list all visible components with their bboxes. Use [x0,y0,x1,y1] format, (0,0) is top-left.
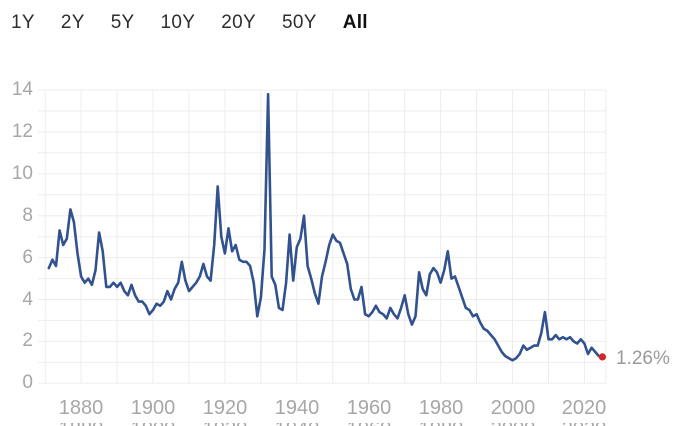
cutoff-tick-label: 2000 [477,423,549,426]
y-tick-label: 0 [22,372,33,393]
latest-point-dot [598,353,607,361]
cutoff-tick-label: 1940 [261,423,333,426]
cutoff-tick-label: 1900 [117,423,189,426]
tab-all[interactable]: All [342,12,368,33]
cutoff-tick-label: 1980 [405,423,477,426]
x-tick-label: 1940 [274,397,320,419]
tab-20y[interactable]: 20Y [221,12,256,33]
y-tick-label: 4 [22,289,33,310]
cutoff-tick-label: 1920 [189,423,261,426]
tab-1y[interactable]: 1Y [11,12,35,33]
latest-value-label: 1.26% [616,348,670,369]
grid-lines [38,89,607,384]
series-line [47,92,604,362]
range-tabs: 1Y 2Y 5Y 10Y 20Y 50Y All [11,12,368,34]
tab-5y[interactable]: 5Y [110,12,135,33]
y-tick-label: 6 [22,247,33,268]
cutoff-tick-label: 1960 [333,423,405,426]
cutoff-tick-label: 1880 [45,423,117,426]
tab-50y[interactable]: 50Y [281,12,317,33]
x-tick-label: 1980 [418,397,464,419]
cutoff-tick-label: 2020 [548,423,620,426]
y-tick-label: 2 [22,330,33,351]
x-tick-label: 1880 [58,397,104,419]
tab-2y[interactable]: 2Y [60,12,85,33]
y-tick-label: 14 [11,79,33,100]
x-tick-label: 1900 [130,397,176,419]
tab-10y[interactable]: 10Y [160,12,196,33]
y-tick-label: 10 [11,163,33,184]
x-tick-label: 1920 [202,397,248,419]
x-tick-label: 2020 [561,397,607,419]
x-tick-label: 2000 [490,397,536,419]
y-tick-label: 8 [22,205,33,226]
x-tick-label: 1960 [346,397,392,419]
y-tick-label: 12 [11,121,33,142]
